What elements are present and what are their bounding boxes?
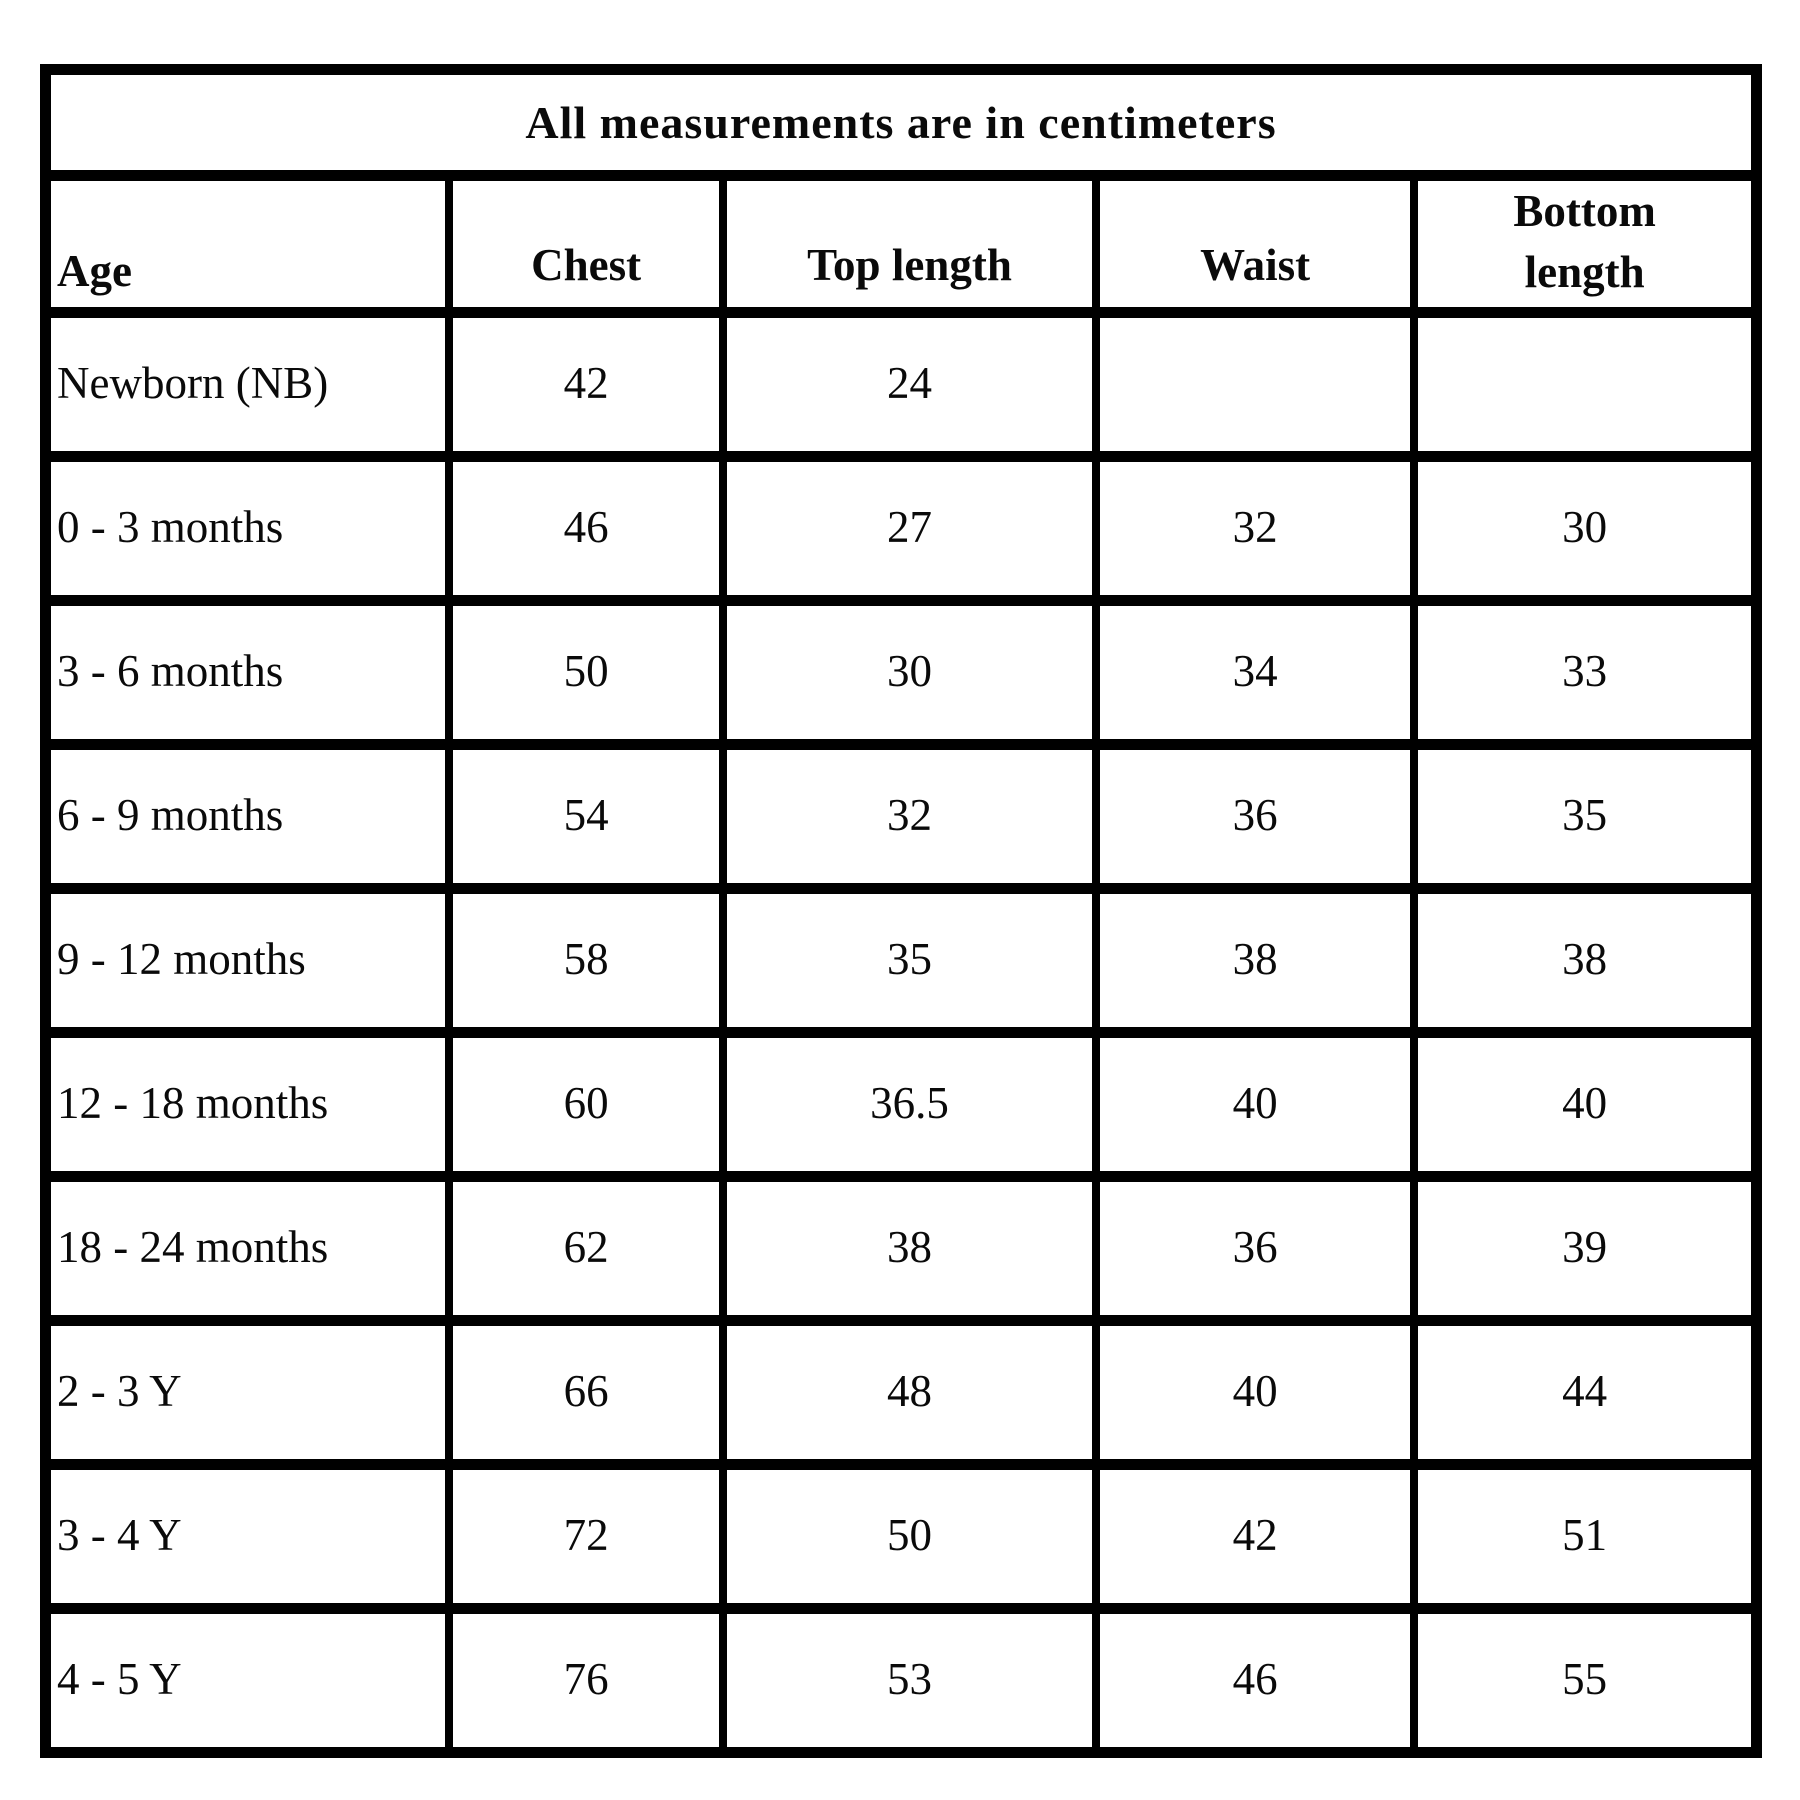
- age-cell: Newborn (NB): [41, 306, 454, 462]
- size-chart-table: All measurements are in centimeters Age …: [40, 64, 1762, 1758]
- waist-cell: 40: [1092, 1026, 1419, 1182]
- bottom-length-cell: [1410, 306, 1761, 462]
- table-row: 2 - 3 Y 66 48 40 44: [41, 1314, 1761, 1470]
- waist-cell: 32: [1092, 450, 1419, 606]
- column-header-waist: Waist: [1092, 170, 1419, 318]
- age-cell: 12 - 18 months: [41, 1026, 454, 1182]
- table-row: 4 - 5 Y 76 53 46 55: [41, 1602, 1761, 1758]
- bottom-length-cell: 51: [1410, 1458, 1761, 1614]
- chest-cell: 76: [445, 1602, 728, 1758]
- waist-cell: [1092, 306, 1419, 462]
- top-length-cell: 24: [719, 306, 1101, 462]
- table-header-row: Age Chest Top length Waist Bottom length: [41, 170, 1761, 318]
- top-length-cell: 38: [719, 1170, 1101, 1326]
- chest-cell: 66: [445, 1314, 728, 1470]
- top-length-cell: 53: [719, 1602, 1101, 1758]
- chest-cell: 54: [445, 738, 728, 894]
- waist-cell: 36: [1092, 1170, 1419, 1326]
- chest-cell: 42: [445, 306, 728, 462]
- top-length-cell: 48: [719, 1314, 1101, 1470]
- column-header-bottom-length-label: Bottom length: [1513, 186, 1656, 297]
- table-row: 0 - 3 months 46 27 32 30: [41, 450, 1761, 606]
- chest-cell: 50: [445, 594, 728, 750]
- column-header-chest: Chest: [445, 170, 728, 318]
- table-row: Newborn (NB) 42 24: [41, 306, 1761, 462]
- column-header-bottom-length: Bottom length: [1410, 170, 1761, 318]
- bottom-length-cell: 35: [1410, 738, 1761, 894]
- bottom-length-cell: 44: [1410, 1314, 1761, 1470]
- table-row: 6 - 9 months 54 32 36 35: [41, 738, 1761, 894]
- bottom-length-cell: 40: [1410, 1026, 1761, 1182]
- bottom-length-cell: 38: [1410, 882, 1761, 1038]
- waist-cell: 46: [1092, 1602, 1419, 1758]
- bottom-length-cell: 39: [1410, 1170, 1761, 1326]
- age-cell: 2 - 3 Y: [41, 1314, 454, 1470]
- top-length-cell: 36.5: [719, 1026, 1101, 1182]
- chest-cell: 58: [445, 882, 728, 1038]
- age-cell: 3 - 4 Y: [41, 1458, 454, 1614]
- table-title: All measurements are in centimeters: [41, 64, 1761, 181]
- chest-cell: 62: [445, 1170, 728, 1326]
- waist-cell: 38: [1092, 882, 1419, 1038]
- table-row: 9 - 12 months 58 35 38 38: [41, 882, 1761, 1038]
- age-cell: 18 - 24 months: [41, 1170, 454, 1326]
- age-cell: 6 - 9 months: [41, 738, 454, 894]
- bottom-length-cell: 55: [1410, 1602, 1761, 1758]
- table-row: 18 - 24 months 62 38 36 39: [41, 1170, 1761, 1326]
- chest-cell: 46: [445, 450, 728, 606]
- age-cell: 0 - 3 months: [41, 450, 454, 606]
- age-cell: 4 - 5 Y: [41, 1602, 454, 1758]
- age-cell: 3 - 6 months: [41, 594, 454, 750]
- waist-cell: 36: [1092, 738, 1419, 894]
- chest-cell: 72: [445, 1458, 728, 1614]
- top-length-cell: 27: [719, 450, 1101, 606]
- top-length-cell: 32: [719, 738, 1101, 894]
- column-header-age: Age: [41, 170, 454, 318]
- table-row: 12 - 18 months 60 36.5 40 40: [41, 1026, 1761, 1182]
- age-cell: 9 - 12 months: [41, 882, 454, 1038]
- bottom-length-cell: 30: [1410, 450, 1761, 606]
- table-title-row: All measurements are in centimeters: [41, 64, 1761, 181]
- chest-cell: 60: [445, 1026, 728, 1182]
- top-length-cell: 50: [719, 1458, 1101, 1614]
- size-table-body: Newborn (NB) 42 24 0 - 3 months 46 27 32…: [41, 306, 1761, 1758]
- waist-cell: 42: [1092, 1458, 1419, 1614]
- table-row: 3 - 6 months 50 30 34 33: [41, 594, 1761, 750]
- top-length-cell: 30: [719, 594, 1101, 750]
- table-row: 3 - 4 Y 72 50 42 51: [41, 1458, 1761, 1614]
- waist-cell: 34: [1092, 594, 1419, 750]
- top-length-cell: 35: [719, 882, 1101, 1038]
- bottom-length-cell: 33: [1410, 594, 1761, 750]
- column-header-top-length: Top length: [719, 170, 1101, 318]
- waist-cell: 40: [1092, 1314, 1419, 1470]
